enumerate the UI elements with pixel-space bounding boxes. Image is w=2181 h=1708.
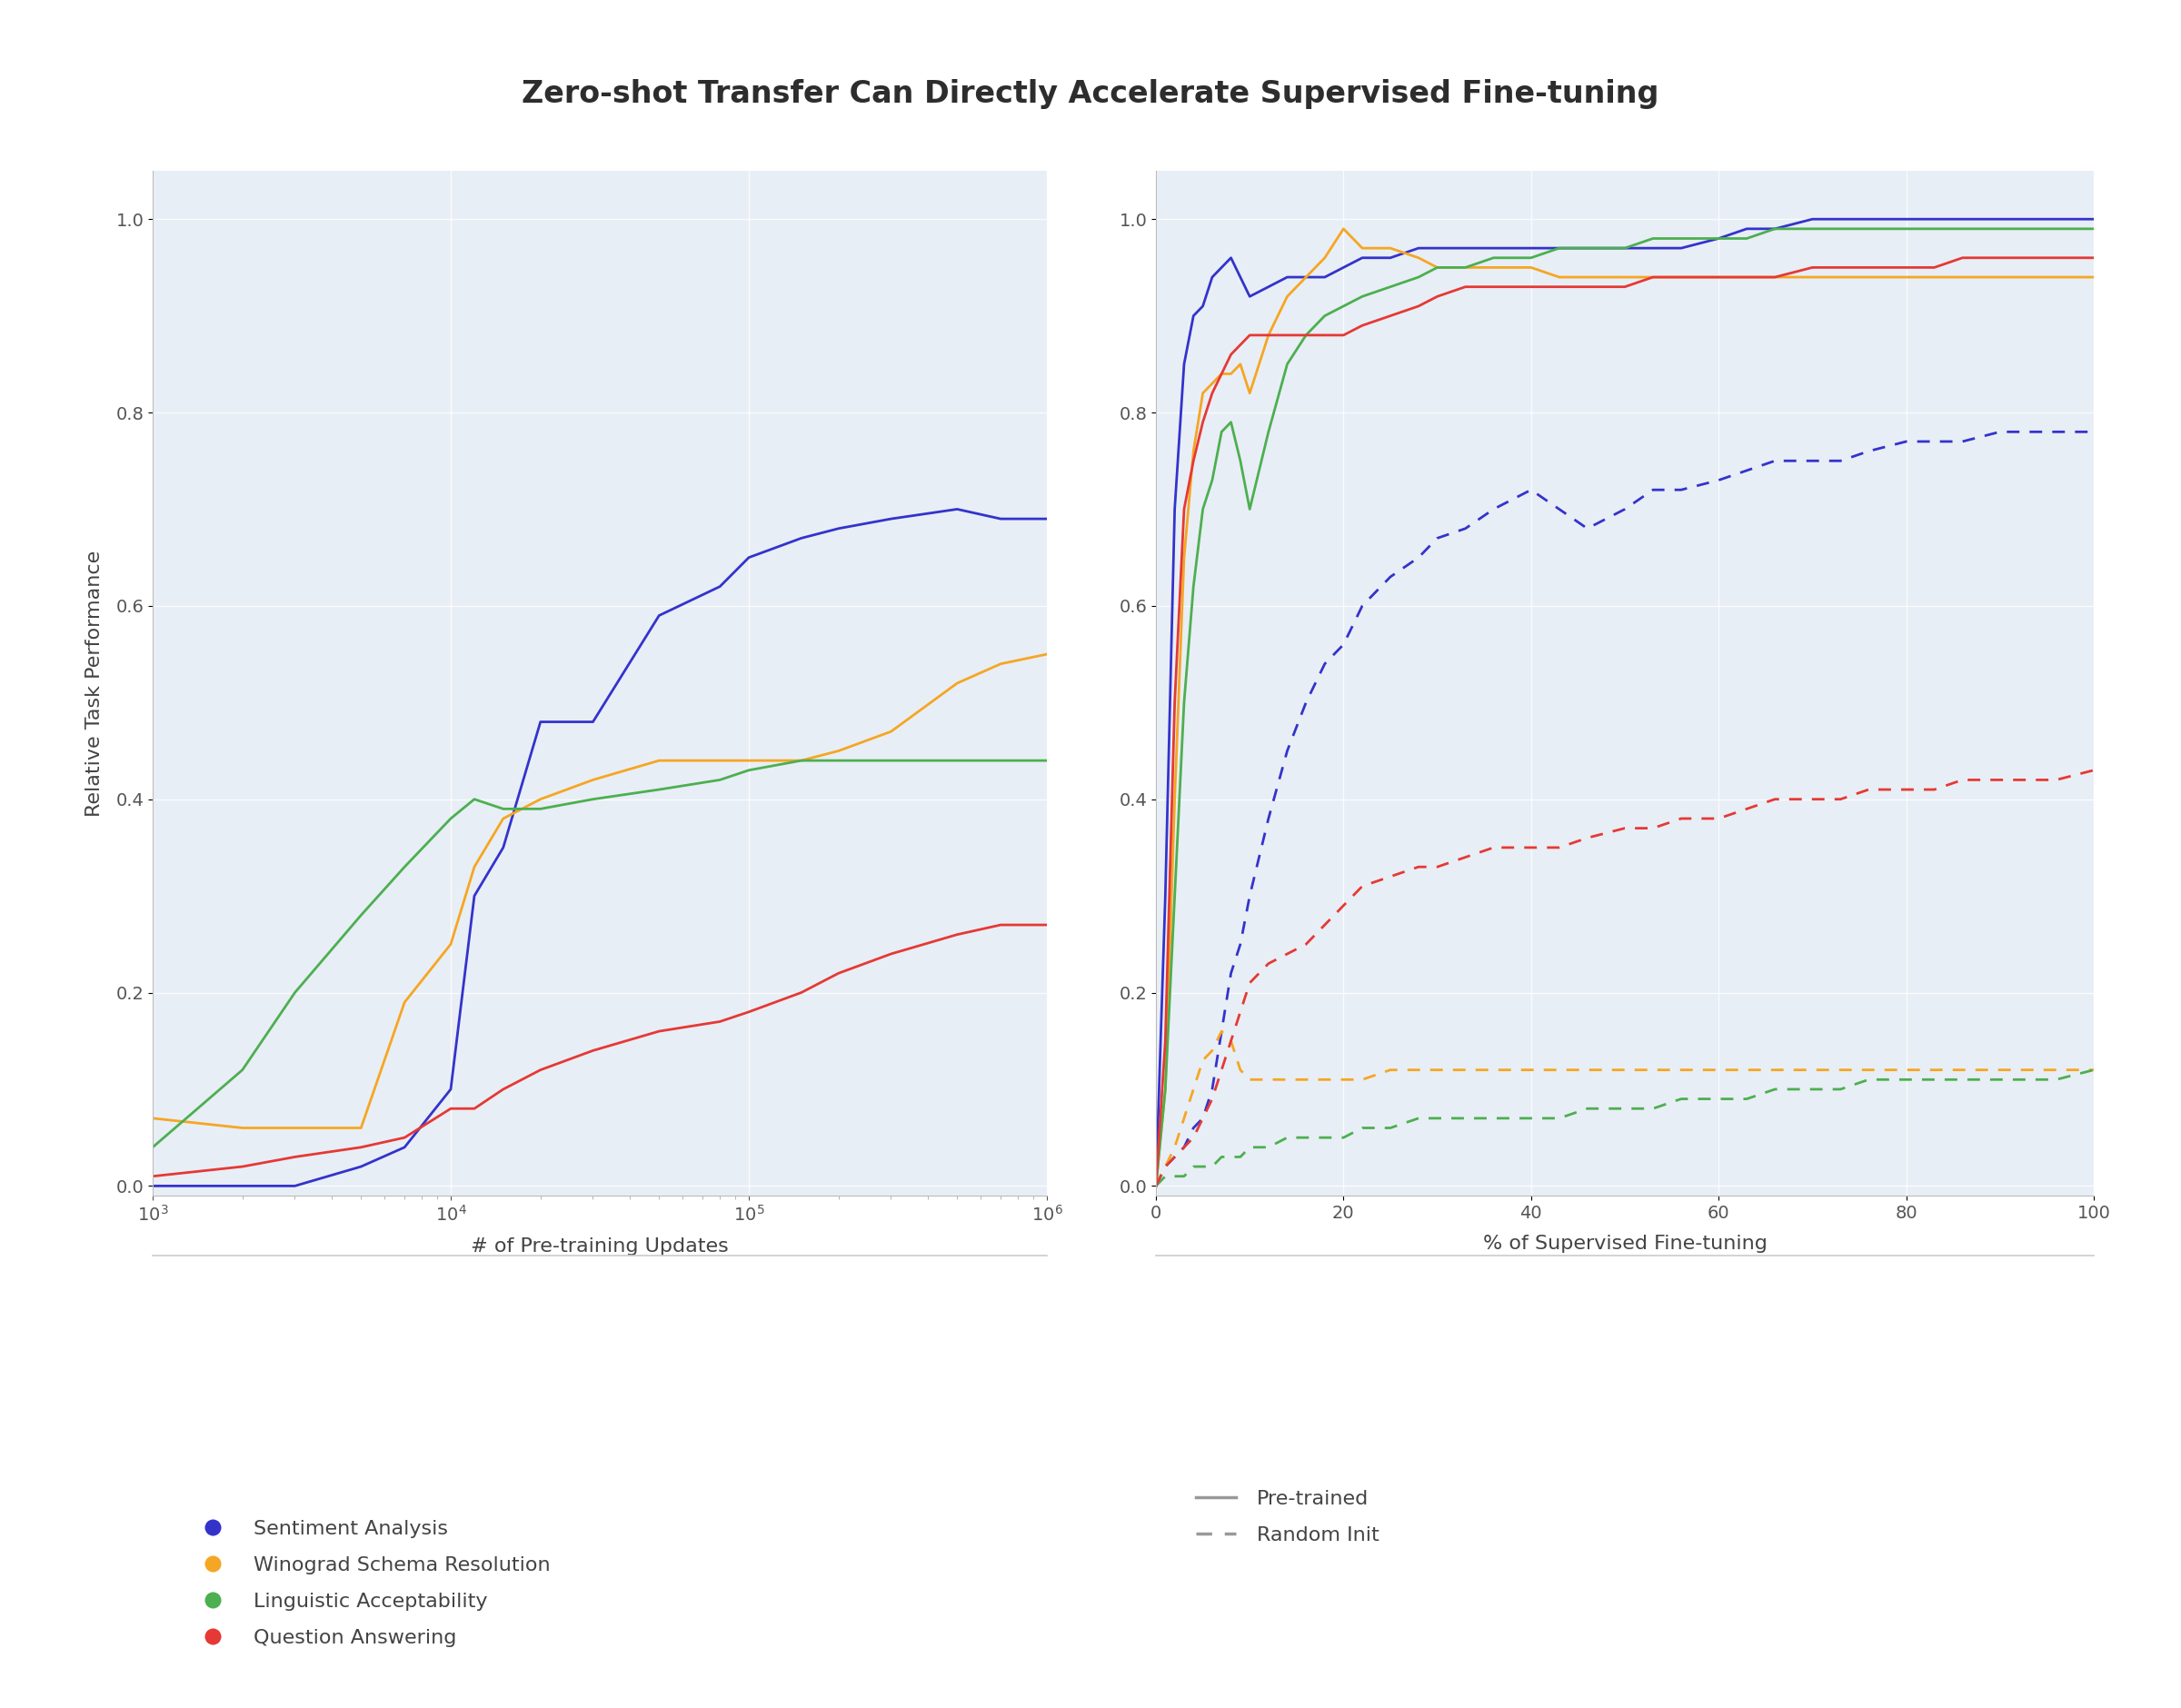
Legend: Pre-trained, Random Init: Pre-trained, Random Init — [1189, 1483, 1387, 1553]
X-axis label: % of Supervised Fine-tuning: % of Supervised Fine-tuning — [1483, 1235, 1767, 1252]
Legend: Sentiment Analysis, Winograd Schema Resolution, Linguistic Acceptability, Questi: Sentiment Analysis, Winograd Schema Reso… — [185, 1512, 558, 1655]
X-axis label: # of Pre-training Updates: # of Pre-training Updates — [471, 1237, 728, 1255]
Y-axis label: Relative Task Performance: Relative Task Performance — [85, 550, 103, 816]
Text: Zero-shot Transfer Can Directly Accelerate Supervised Fine-tuning: Zero-shot Transfer Can Directly Accelera… — [521, 79, 1660, 109]
